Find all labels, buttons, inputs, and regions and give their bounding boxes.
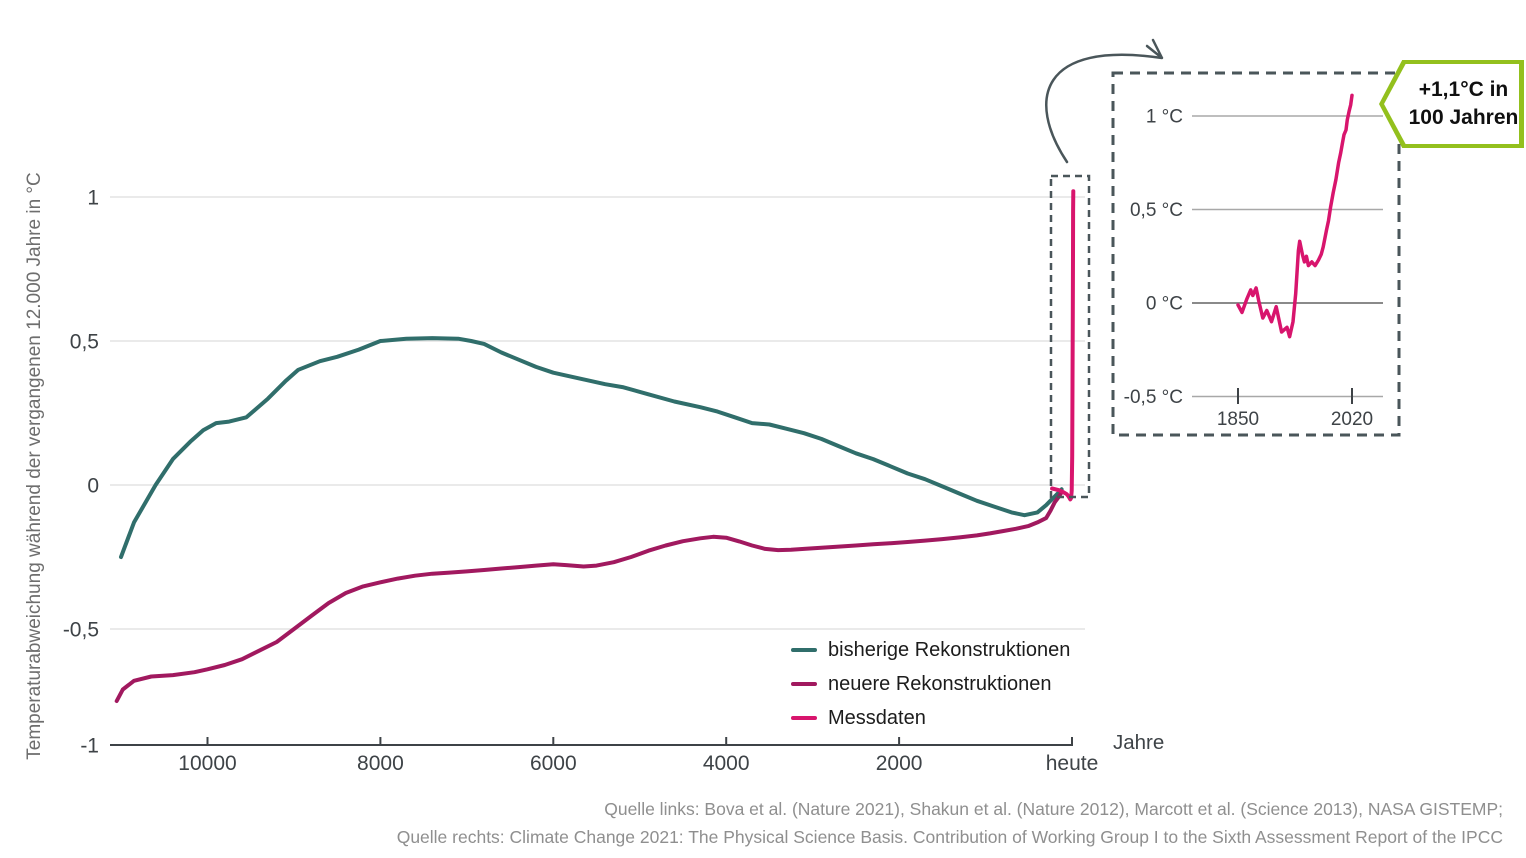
legend-item-bisherige: bisherige Rekonstruktionen	[791, 633, 1070, 667]
source-attribution: Quelle links: Bova et al. (Nature 2021),…	[397, 795, 1503, 851]
inset-x-tick-label: 1850	[1217, 409, 1259, 430]
legend-item-neuere: neuere Rekonstruktionen	[791, 667, 1070, 701]
y-tick-label: -0,5	[63, 618, 99, 641]
main-x-axis	[110, 737, 1073, 746]
inset-dashed-border	[1111, 71, 1401, 437]
x-tick-label: 6000	[530, 752, 577, 775]
spike-highlight-box	[1049, 174, 1091, 499]
y-tick-label: -1	[80, 734, 99, 757]
x-axis-title: Jahre	[1113, 731, 1165, 754]
main-grid	[110, 196, 1085, 630]
legend-swatch-magenta	[791, 682, 817, 686]
legend: bisherige Rekonstruktionen neuere Rekons…	[791, 633, 1070, 735]
arrow-curve	[1045, 53, 1164, 164]
y-tick-label: 1	[87, 186, 99, 209]
inset-x-tick-label: 2020	[1331, 409, 1373, 430]
legend-label: Messdaten	[828, 706, 926, 729]
inset-y-tick-label: 1 °C	[1146, 107, 1183, 128]
legend-swatch-teal	[791, 648, 817, 652]
y-tick-label: 0,5	[70, 330, 99, 353]
legend-swatch-pink	[791, 716, 817, 720]
inset-chart: 1 °C 0,5 °C 0 °C -0,5 °C 1850 2020	[1111, 71, 1401, 437]
arrow-head-icon	[1145, 38, 1164, 59]
line-neuere-rekonstruktionen	[114, 490, 1064, 703]
legend-item-messdaten: Messdaten	[791, 701, 1070, 735]
arrow-to-inset	[1045, 38, 1164, 164]
legend-label: bisherige Rekonstruktionen	[828, 638, 1071, 661]
inset-y-tick-label: 0 °C	[1146, 294, 1183, 315]
callout-text-line1: +1,1°C in	[1418, 77, 1509, 101]
y-axis-title: Temperaturabweichung während der vergang…	[24, 172, 45, 760]
inset-y-tick-label: 0,5 °C	[1130, 200, 1183, 221]
x-tick-label: 4000	[703, 752, 750, 775]
callout-annotation: +1,1°C in 100 Jahren	[1379, 60, 1524, 148]
y-tick-label: 0	[87, 474, 99, 497]
main-axis-labels: 1 0,5 0 -0,5 -1 10000 8000 6000 4000 2000 heute	[63, 186, 1098, 775]
x-tick-label: 10000	[178, 752, 236, 775]
source-line-right: Quelle rechts: Climate Change 2021: The …	[396, 827, 1503, 847]
inset-line-messdaten	[1236, 93, 1354, 339]
source-line-left: Quelle links: Bova et al. (Nature 2021),…	[604, 799, 1503, 819]
callout-body: +1,1°C in 100 Jahren	[1384, 64, 1519, 144]
line-messdaten-spike	[1050, 189, 1076, 502]
x-tick-label: heute	[1046, 752, 1099, 775]
legend-label: neuere Rekonstruktionen	[828, 672, 1052, 695]
callout-text-line2: 100 Jahren	[1408, 106, 1519, 129]
x-tick-label: 8000	[357, 752, 404, 775]
main-series-lines	[114, 189, 1076, 703]
x-tick-label: 2000	[876, 752, 923, 775]
inset-y-tick-label: -0,5 °C	[1124, 387, 1183, 408]
line-bisherige-rekonstruktionen	[119, 336, 1064, 559]
